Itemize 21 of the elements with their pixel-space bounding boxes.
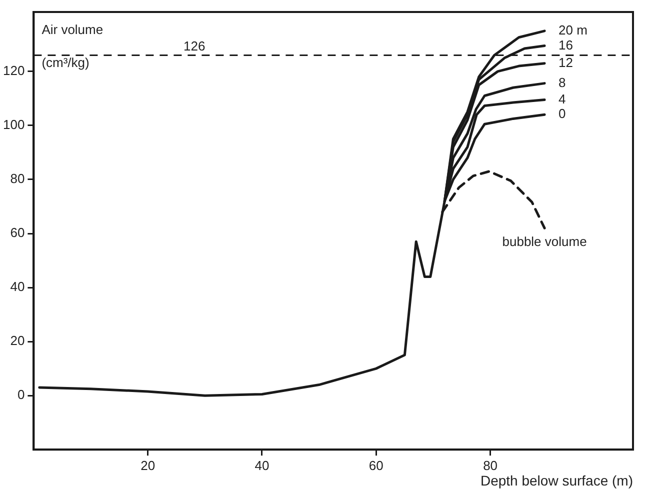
series-label: 12 [558, 54, 573, 70]
text: Air volume (cm³/kg) [42, 22, 104, 70]
y-tick-label: 0 [17, 387, 25, 402]
series-label: bubble volume [502, 234, 587, 250]
x-tick-label: 20 [140, 458, 156, 473]
series-label: 0 [558, 106, 566, 122]
y-tick-label: 20 [10, 333, 25, 348]
x-axis-title: Depth below surface (m) [480, 472, 633, 488]
series-label: 20 m [558, 22, 588, 38]
ref-line-label: 126 [184, 38, 206, 54]
y-tick-label: 100 [2, 117, 25, 132]
x-tick-label: 80 [483, 458, 498, 473]
x-tick-label: 40 [254, 458, 270, 473]
y-tick-label: 40 [10, 279, 25, 294]
y-tick-label: 120 [2, 63, 25, 78]
series-label: 8 [558, 74, 566, 90]
x-tick-label: 60 [368, 458, 384, 473]
series-label: 4 [558, 91, 566, 106]
y-tick-label: 60 [10, 225, 25, 240]
y-tick-label: 80 [10, 171, 25, 186]
series-label: 16 [558, 37, 573, 52]
